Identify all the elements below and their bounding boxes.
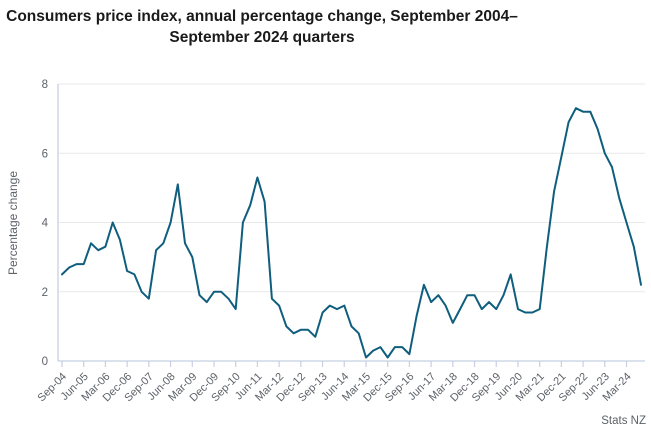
y-tick-label: 2 (42, 287, 48, 299)
x-axis-labels: Sep-04Jun-05Mar-06Dec-06Sep-07Jun-08Mar-… (36, 371, 634, 405)
y-axis-labels: 0 2 4 6 8 (42, 79, 49, 368)
gridlines (58, 83, 645, 293)
source-attribution: Stats NZ (601, 415, 646, 427)
cpi-series-line (61, 107, 642, 359)
chart-title: Consumers price index, annual percentage… (6, 8, 518, 46)
y-tick-label: 8 (42, 79, 48, 91)
y-tick-label: 6 (42, 148, 48, 160)
y-tick-label: 0 (42, 356, 48, 368)
axes (57, 84, 645, 367)
y-axis-title: Percentage change (6, 171, 20, 275)
y-tick-label: 4 (42, 218, 49, 230)
